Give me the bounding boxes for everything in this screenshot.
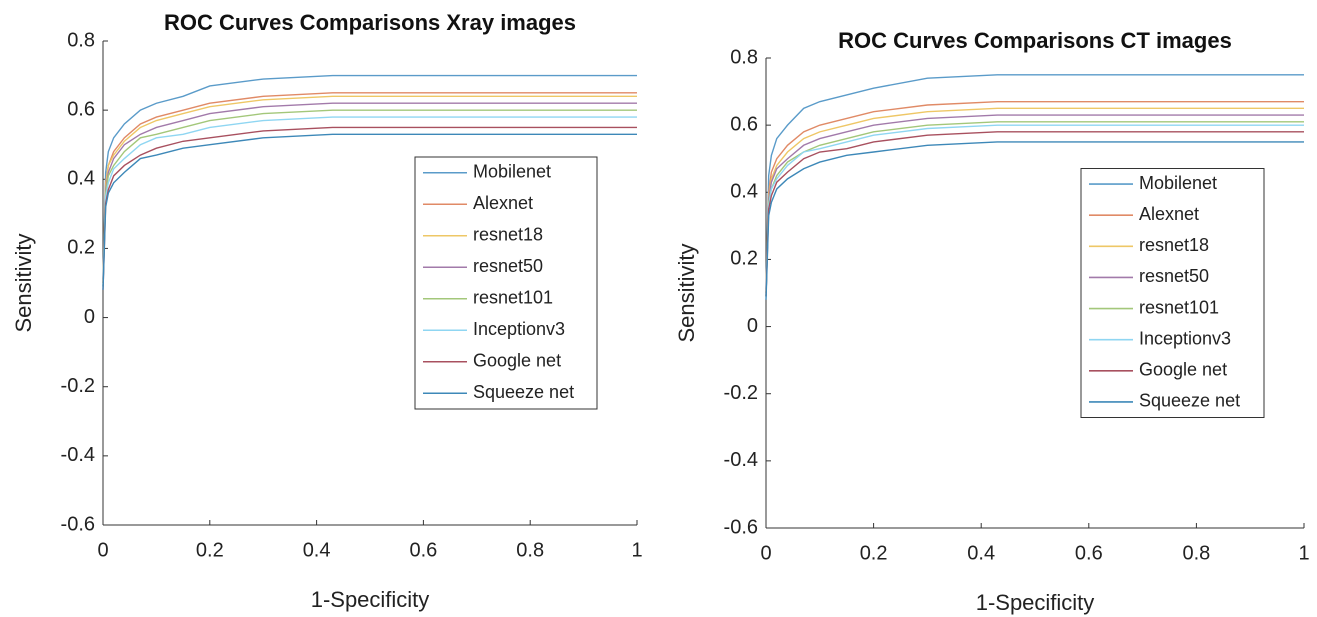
x-tick-label: 0.8 bbox=[1182, 542, 1210, 564]
y-tick-label: 0 bbox=[84, 306, 95, 328]
y-axis-label: Sensitivity bbox=[674, 243, 699, 342]
chart-title: ROC Curves Comparisons Xray images bbox=[164, 10, 576, 35]
y-axis-label: Sensitivity bbox=[11, 233, 36, 332]
roc-line bbox=[102, 74, 637, 280]
y-tick-label: -0.4 bbox=[61, 444, 95, 466]
y-tick-label: 0.4 bbox=[67, 168, 95, 190]
legend-label: resnet50 bbox=[1139, 266, 1209, 286]
legend-label: Inceptionv3 bbox=[473, 319, 565, 339]
x-tick-label: 0.6 bbox=[409, 539, 437, 561]
roc-line bbox=[102, 116, 637, 287]
roc-line bbox=[765, 131, 1304, 297]
x-tick-label: 0.8 bbox=[516, 539, 544, 561]
legend-label: Inceptionv3 bbox=[1139, 328, 1231, 348]
y-tick-label: -0.6 bbox=[724, 516, 758, 538]
y-tick-label: 0.8 bbox=[730, 46, 758, 68]
y-tick-label: 0.2 bbox=[730, 248, 758, 270]
x-tick-label: 0 bbox=[97, 539, 108, 561]
roc-line bbox=[765, 100, 1304, 294]
chart-title: ROC Curves Comparisons CT images bbox=[838, 28, 1232, 53]
legend-label: Mobilenet bbox=[1139, 173, 1217, 193]
y-tick-label: -0.2 bbox=[724, 382, 758, 404]
legend-label: resnet50 bbox=[473, 256, 543, 276]
x-tick-label: 1 bbox=[1298, 542, 1309, 564]
y-tick-label: -0.4 bbox=[724, 449, 758, 471]
roc-line bbox=[765, 114, 1304, 297]
y-tick-label: 0.6 bbox=[730, 113, 758, 135]
legend-label: Squeeze net bbox=[473, 382, 574, 402]
y-tick-label: 0.2 bbox=[67, 237, 95, 259]
x-tick-label: 0.2 bbox=[196, 539, 224, 561]
legend-label: Alexnet bbox=[473, 193, 533, 213]
x-tick-label: 0.4 bbox=[967, 542, 995, 564]
roc-line bbox=[765, 124, 1304, 297]
legend-label: Google net bbox=[1139, 360, 1227, 380]
x-tick-label: 0 bbox=[760, 542, 771, 564]
legend-label: resnet101 bbox=[1139, 297, 1219, 317]
x-axis-label: 1-Specificity bbox=[976, 590, 1095, 615]
y-tick-label: 0.8 bbox=[67, 29, 95, 51]
x-axis-label: 1-Specificity bbox=[311, 587, 430, 612]
y-tick-label: 0.6 bbox=[67, 98, 95, 120]
roc-line bbox=[765, 141, 1304, 300]
y-tick-label: -0.2 bbox=[61, 375, 95, 397]
x-tick-label: 0.4 bbox=[303, 539, 331, 561]
x-tick-label: 1 bbox=[631, 539, 642, 561]
roc-line bbox=[765, 74, 1304, 290]
legend-label: Google net bbox=[473, 351, 561, 371]
legend-label: resnet101 bbox=[473, 288, 553, 308]
legend-label: resnet18 bbox=[1139, 235, 1209, 255]
legend-label: Mobilenet bbox=[473, 162, 551, 182]
x-tick-label: 0.6 bbox=[1075, 542, 1103, 564]
roc-line bbox=[102, 126, 637, 290]
y-tick-label: 0.4 bbox=[730, 181, 758, 203]
legend-label: resnet18 bbox=[473, 225, 543, 245]
roc-line bbox=[102, 95, 637, 284]
roc-line bbox=[102, 109, 637, 287]
y-tick-label: 0 bbox=[747, 315, 758, 337]
y-tick-label: -0.6 bbox=[61, 513, 95, 535]
legend-label: Squeeze net bbox=[1139, 391, 1240, 411]
roc-line bbox=[102, 133, 637, 290]
legend-box bbox=[1080, 168, 1265, 418]
x-tick-label: 0.2 bbox=[860, 542, 888, 564]
legend-box bbox=[414, 156, 598, 410]
legend-label: Alexnet bbox=[1139, 204, 1199, 224]
